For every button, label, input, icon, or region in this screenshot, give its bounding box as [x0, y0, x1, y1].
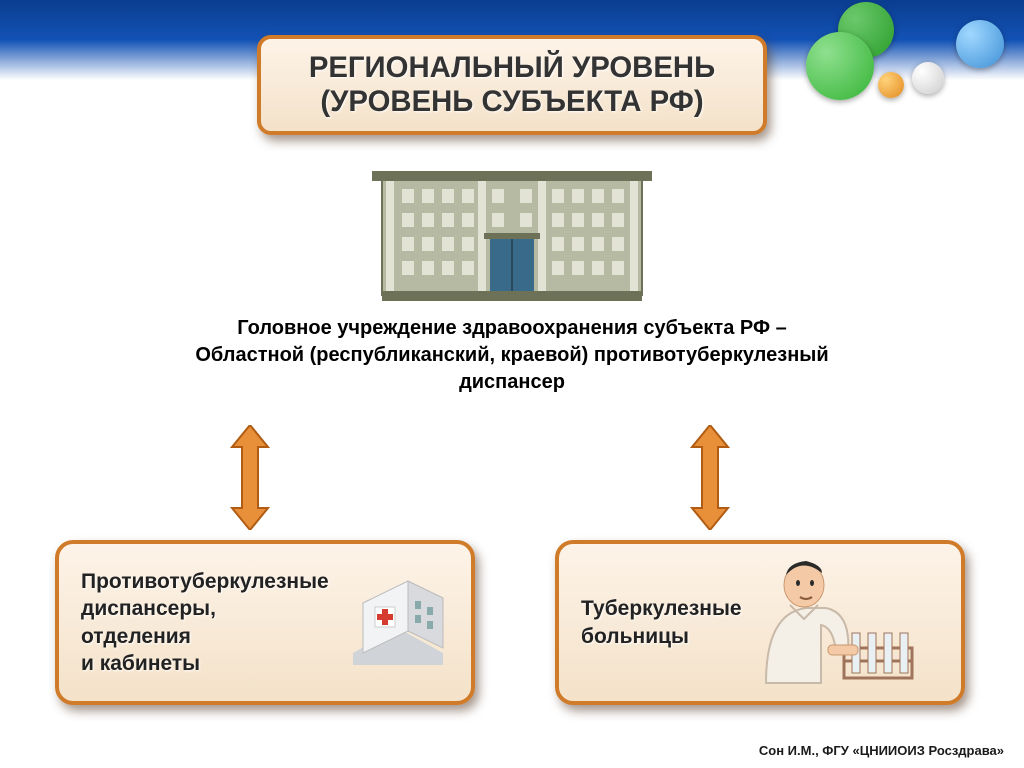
info-box-right-text: Туберкулезные больницы: [581, 595, 742, 650]
info-box-dispensaries: Противотуберкулезные диспансеры, отделен…: [55, 540, 475, 705]
title-line-1: РЕГИОНАЛЬНЫЙ УРОВЕНЬ: [281, 51, 743, 85]
info-box-hospitals: Туберкулезные больницы: [555, 540, 965, 705]
double-arrow-left-icon: [230, 425, 270, 530]
title-line-2: (УРОВЕНЬ СУБЪЕКТА РФ): [281, 85, 743, 119]
corner-decoration: [814, 2, 1014, 102]
title-box: РЕГИОНАЛЬНЫЙ УРОВЕНЬ (УРОВЕНЬ СУБЪЕКТА Р…: [257, 35, 767, 135]
building-illustration: [372, 155, 652, 310]
doctor-icon: [756, 553, 916, 693]
hospital-building-icon: [343, 573, 453, 673]
desc-line-3: диспансер: [0, 369, 1024, 396]
double-arrow-right-icon: [690, 425, 730, 530]
description-text: Головное учреждение здравоохранения субъ…: [0, 315, 1024, 396]
desc-line-2: Областной (республиканский, краевой) про…: [0, 342, 1024, 369]
info-box-left-text: Противотуберкулезные диспансеры, отделен…: [81, 568, 329, 677]
footer-credit: Сон И.М., ФГУ «ЦНИИОИЗ Росздрава»: [759, 743, 1004, 758]
desc-line-1: Головное учреждение здравоохранения субъ…: [0, 315, 1024, 342]
